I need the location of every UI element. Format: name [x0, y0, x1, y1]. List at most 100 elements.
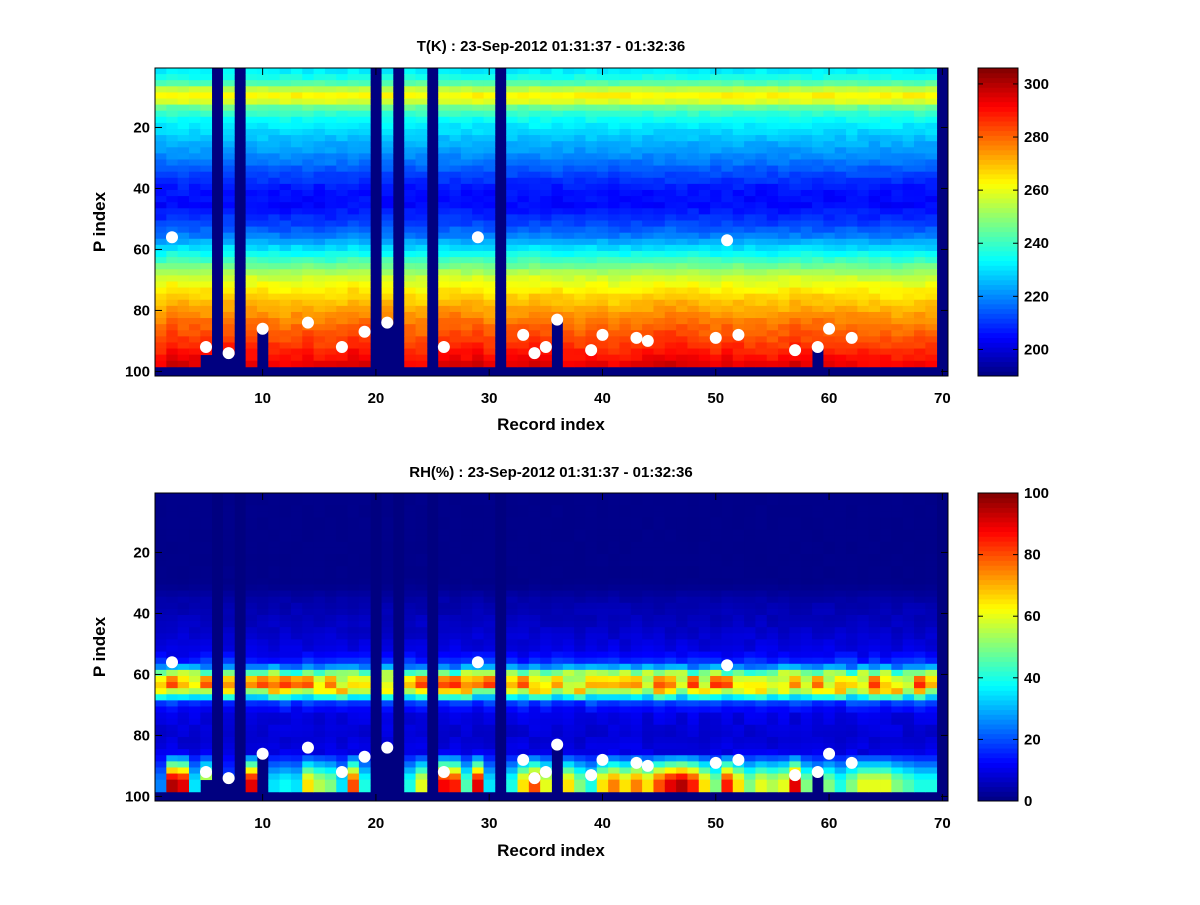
heatmap-cell: [846, 129, 858, 136]
heatmap-cell: [438, 688, 450, 695]
heatmap-cell: [585, 361, 597, 368]
heatmap-cell: [302, 196, 314, 203]
heatmap-cell: [246, 330, 258, 337]
heatmap-cell: [461, 159, 473, 166]
heatmap-cell: [789, 233, 801, 240]
heatmap-cell: [450, 719, 462, 726]
heatmap-cell: [484, 251, 496, 258]
heatmap-cell: [585, 184, 597, 191]
colorbar-segment: [978, 241, 1018, 246]
heatmap-cell: [540, 633, 552, 640]
heatmap-cell: [223, 615, 235, 622]
heatmap-cell: [155, 227, 167, 234]
heatmap-cell: [200, 627, 212, 634]
heatmap-cell: [710, 117, 722, 124]
heatmap-cell: [755, 318, 767, 325]
heatmap-cell: [291, 227, 303, 234]
heatmap-cell: [336, 664, 348, 671]
heatmap-cell: [178, 645, 190, 652]
heatmap-cell: [767, 300, 779, 307]
heatmap-cell: [223, 511, 235, 518]
heatmap-cell: [585, 202, 597, 209]
heatmap-cell: [529, 682, 541, 689]
heatmap-cell: [178, 214, 190, 221]
heatmap-cell: [155, 591, 167, 598]
heatmap-cell: [733, 318, 745, 325]
heatmap-cell: [540, 542, 552, 549]
heatmap-cell: [631, 706, 643, 713]
heatmap-cell: [597, 349, 609, 356]
heatmap-cell: [472, 542, 484, 549]
heatmap-cell: [585, 499, 597, 506]
heatmap-cell: [518, 342, 530, 349]
heatmap-cell: [665, 184, 677, 191]
heatmap-cell: [733, 105, 745, 112]
heatmap-cell: [291, 566, 303, 573]
heatmap-cell: [166, 324, 178, 331]
heatmap-cell: [484, 548, 496, 555]
heatmap-cell: [608, 615, 620, 622]
heatmap-cell: [608, 609, 620, 616]
heatmap-cell: [574, 86, 586, 93]
heatmap-cell: [178, 99, 190, 106]
heatmap-cell: [348, 524, 360, 531]
heatmap-cell: [189, 627, 201, 634]
heatmap-cell: [755, 281, 767, 288]
heatmap-cell: [438, 664, 450, 671]
heatmap-cell: [540, 615, 552, 622]
heatmap-cell: [416, 251, 428, 258]
heatmap-cell: [755, 227, 767, 234]
heatmap-cell: [404, 117, 416, 124]
heatmap-cell: [178, 749, 190, 756]
heatmap-cell: [733, 300, 745, 307]
heatmap-cell: [166, 153, 178, 160]
heatmap-cell: [552, 645, 564, 652]
heatmap-cell: [642, 257, 654, 264]
heatmap-cell: [846, 239, 858, 246]
heatmap-cell: [382, 524, 394, 531]
heatmap-cell: [450, 749, 462, 756]
heatmap-cell: [461, 566, 473, 573]
heatmap-cell: [506, 117, 518, 124]
heatmap-cell: [767, 275, 779, 282]
heatmap-cell: [359, 737, 371, 744]
heatmap-cell: [416, 263, 428, 270]
heatmap-cell: [268, 263, 280, 270]
heatmap-cell: [778, 288, 790, 295]
heatmap-cell: [767, 227, 779, 234]
heatmap-cell: [438, 676, 450, 683]
heatmap-cell: [869, 257, 881, 264]
heatmap-cell: [574, 542, 586, 549]
heatmap-cell: [597, 524, 609, 531]
heatmap-cell: [450, 755, 462, 762]
heatmap-cell: [574, 361, 586, 368]
heatmap-cell: [314, 336, 326, 343]
heatmap-cell: [325, 239, 337, 246]
heatmap-cell: [676, 92, 688, 99]
heatmap-cell: [325, 603, 337, 610]
heatmap-cell: [382, 99, 394, 106]
heatmap-cell: [619, 336, 631, 343]
heatmap-cell: [404, 361, 416, 368]
heatmap-cell: [155, 166, 167, 173]
heatmap-cell: [699, 92, 711, 99]
heatmap-cell: [438, 725, 450, 732]
heatmap-cell: [302, 584, 314, 591]
heatmap-cell: [925, 202, 937, 209]
heatmap-cell: [925, 92, 937, 99]
heatmap-cell: [597, 706, 609, 713]
heatmap-cell: [857, 245, 869, 252]
heatmap-cell: [869, 190, 881, 197]
heatmap-cell: [518, 615, 530, 622]
heatmap-cell: [506, 572, 518, 579]
heatmap-cell: [869, 184, 881, 191]
heatmap-cell: [619, 633, 631, 640]
heatmap-cell: [518, 263, 530, 270]
heatmap-cell: [438, 621, 450, 628]
heatmap-cell: [325, 670, 337, 677]
heatmap-cell: [608, 761, 620, 768]
heatmap-cell: [891, 318, 903, 325]
heatmap-cell: [631, 658, 643, 665]
heatmap-cell: [676, 324, 688, 331]
heatmap-cell: [291, 591, 303, 598]
